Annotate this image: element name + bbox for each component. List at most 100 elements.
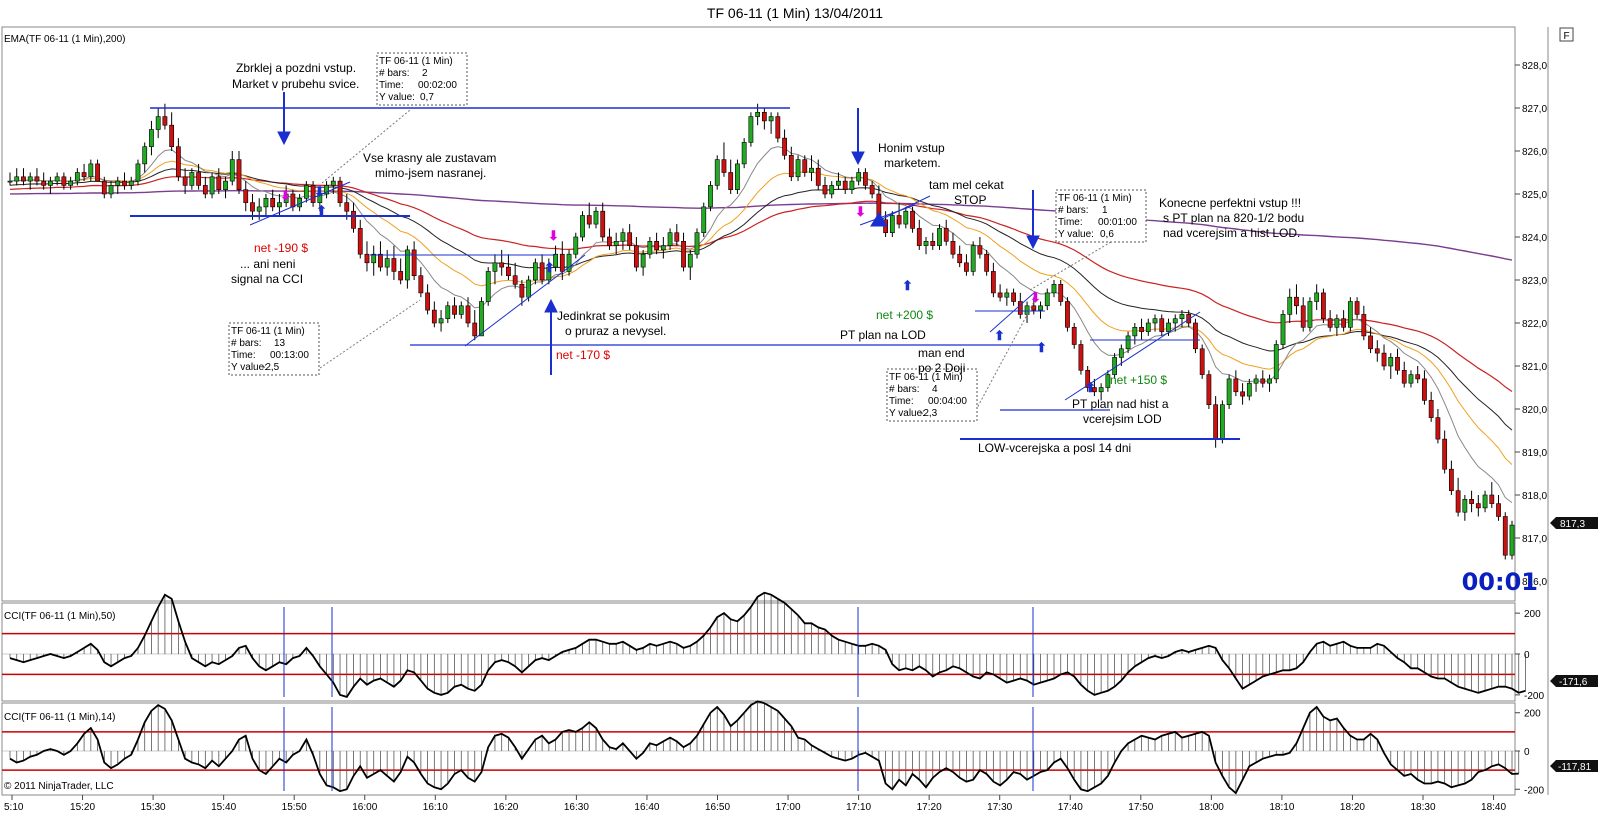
connector-4	[1029, 219, 1149, 291]
candle-body-up	[1145, 322, 1151, 332]
candle-body-up	[526, 279, 532, 298]
candle	[1347, 297, 1353, 332]
candle	[997, 284, 1003, 302]
candle	[1395, 348, 1400, 375]
tooltip-4-bars-label: # bars:	[1058, 205, 1089, 216]
candle-body-up	[1125, 335, 1131, 350]
candle-body-down	[761, 112, 767, 122]
candle-body-down	[822, 185, 828, 195]
candle-body-up	[620, 232, 626, 242]
candle-body-up	[1408, 374, 1414, 384]
candle-body-up	[1038, 305, 1043, 311]
candle	[108, 181, 114, 199]
candle-body-down	[1139, 326, 1144, 332]
entry-marker-1: ⬇	[280, 188, 291, 203]
candle	[1038, 301, 1043, 319]
candle	[41, 172, 47, 190]
candle-body-up	[277, 202, 282, 208]
trendline-5[interactable]	[989, 291, 1036, 333]
cci50-panel	[1, 602, 1516, 702]
exit-marker-7: ⬆	[1085, 380, 1096, 395]
candle-body-up	[405, 249, 410, 281]
trendline-4[interactable]	[1064, 311, 1201, 401]
candle-body-down	[418, 275, 424, 294]
candle	[1139, 318, 1144, 341]
candle-body-down	[1058, 283, 1064, 302]
candle	[431, 301, 437, 328]
candle	[782, 129, 787, 160]
trendline-1[interactable]	[249, 181, 351, 226]
annotation-low-yesterday: LOW-vcerejska a posl 14 dni	[978, 441, 1131, 455]
candle-body-up	[553, 253, 558, 268]
price-tick-label: 816,0	[1522, 577, 1547, 588]
candle-body-up	[1280, 314, 1286, 345]
candle-body-up	[532, 262, 538, 281]
candle	[499, 249, 505, 276]
tooltip-4-y: 0,6	[1100, 229, 1114, 240]
candle	[1502, 512, 1508, 560]
candle-body-up	[593, 210, 599, 225]
candle	[1246, 378, 1252, 401]
candle	[903, 206, 909, 229]
candle	[492, 254, 498, 285]
candle	[964, 254, 969, 276]
candle	[1374, 340, 1380, 362]
candle-body-up	[263, 198, 269, 208]
candle	[135, 159, 141, 186]
tooltip-2-time-label: Time:	[231, 350, 256, 361]
candle-body-down	[1502, 516, 1508, 556]
annotations: Zbrklej a pozdni vstup. Market v prubehu…	[231, 61, 1304, 455]
candle	[741, 138, 747, 169]
tooltip-2-time: 00:13:00	[270, 350, 309, 361]
tooltip-4: TF 06-11 (1 Min) # bars: 1 Time: 00:01:0…	[1055, 189, 1147, 243]
candle-body-up	[1462, 498, 1468, 513]
candle	[1280, 310, 1286, 349]
candle	[142, 142, 148, 173]
arrow-down-1-head	[277, 131, 291, 146]
trendline-2[interactable]	[464, 254, 586, 347]
candle	[1334, 314, 1340, 336]
candle	[425, 284, 430, 315]
candle	[405, 245, 410, 289]
candle-body-down	[930, 241, 936, 246]
candle	[506, 254, 511, 280]
candle-body-down	[1085, 369, 1091, 388]
candle-body-up	[317, 193, 323, 203]
entry-marker-3: ⬇	[855, 204, 866, 219]
price-tick-label: 828,0	[1522, 61, 1547, 72]
candle-body-down	[41, 180, 47, 186]
price-panel	[1, 26, 1516, 602]
candle	[1179, 310, 1185, 328]
candle-body-down	[506, 266, 511, 277]
tooltip-3-y: -2,3	[920, 408, 938, 419]
candle	[613, 232, 619, 255]
candle	[1031, 297, 1037, 315]
candle-body-down	[1448, 468, 1454, 492]
candle	[1321, 288, 1326, 323]
candle-body-down	[802, 159, 808, 173]
format-button-label: F	[1563, 31, 1569, 42]
candle-body-up	[566, 253, 572, 272]
candle	[970, 241, 976, 276]
candle	[303, 181, 309, 203]
candle-body-up	[68, 180, 74, 186]
format-button[interactable]	[1559, 27, 1574, 42]
candle-body-down	[1071, 326, 1077, 345]
candle-body-down	[216, 176, 222, 191]
price-tick-label: 817,0	[1522, 534, 1547, 545]
candle	[916, 219, 922, 250]
candle-body-down	[337, 180, 343, 203]
trendline-3[interactable]	[859, 204, 916, 226]
annotation-14-line1: PT plan nad hist a	[1072, 397, 1169, 411]
annotation-net-minus-170: net -170 $	[556, 348, 610, 362]
candle-body-down	[270, 198, 276, 208]
annotation-7-line1: Honim vstup	[878, 141, 945, 155]
price-tick-label: 821,0	[1522, 362, 1547, 373]
candle	[977, 237, 983, 259]
candle-body-up	[48, 180, 53, 186]
candle-body-down	[1496, 503, 1501, 517]
cci50-badge: -171,6	[1550, 675, 1598, 688]
candle	[324, 181, 329, 199]
candle-body-up	[748, 116, 754, 143]
candle-body-down	[250, 202, 255, 212]
